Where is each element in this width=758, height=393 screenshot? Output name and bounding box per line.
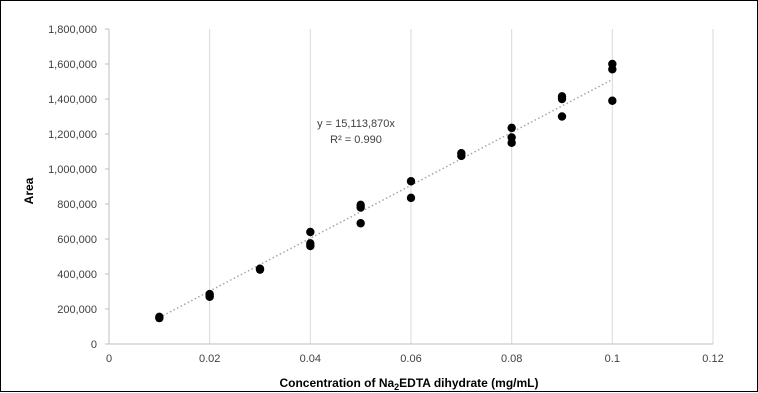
data-point xyxy=(507,138,516,147)
axes xyxy=(105,28,713,345)
x-tick-label: 0.12 xyxy=(702,353,723,365)
data-point xyxy=(507,123,516,133)
x-axis-title-part-2: EDTA dihydrate (mg/mL) xyxy=(399,376,538,390)
trendline xyxy=(158,78,613,319)
data-point xyxy=(457,151,466,161)
data-point xyxy=(306,241,315,251)
y-tick-label: 200,000 xyxy=(57,304,97,316)
data-point xyxy=(155,313,164,323)
y-tick-label: 1,200,000 xyxy=(48,129,97,141)
data-point xyxy=(608,65,617,74)
x-axis-title: Concentration of Na2EDTA dihydrate (mg/m… xyxy=(279,376,538,392)
data-points xyxy=(155,59,617,323)
data-point xyxy=(557,94,567,104)
y-tick-label: 0 xyxy=(91,339,97,351)
data-point xyxy=(356,219,365,228)
data-point xyxy=(406,193,416,203)
data-point xyxy=(356,203,365,212)
x-tick-label: 0.1 xyxy=(605,353,620,365)
x-tick-label: 0 xyxy=(106,353,112,365)
tick-labels: 0 200,000 400,000 600,000 800,000 1,000,000 1,… xyxy=(48,24,724,365)
y-tick-label: 1,600,000 xyxy=(48,59,97,71)
y-axis-title: Area xyxy=(22,177,36,204)
gridlines xyxy=(209,29,714,344)
x-axis-title-subscript: 2 xyxy=(394,382,399,392)
x-tick-label: 0.08 xyxy=(501,353,522,365)
y-tick-label: 800,000 xyxy=(57,199,97,211)
trendline-r-squared: R² = 0.990 xyxy=(330,134,382,146)
data-point xyxy=(306,227,315,237)
x-tick-label: 0.06 xyxy=(400,353,421,365)
data-point xyxy=(608,96,617,105)
data-point xyxy=(205,292,214,301)
y-tick-label: 1,400,000 xyxy=(48,94,97,106)
x-tick-label: 0.02 xyxy=(199,353,220,365)
data-point xyxy=(255,265,265,274)
y-tick-label: 400,000 xyxy=(57,269,97,281)
trendline-equation: y = 15,113,870x xyxy=(317,118,395,130)
x-axis-title-part-1: Concentration of Na xyxy=(279,376,394,390)
x-tick-label: 0.04 xyxy=(300,353,321,365)
trendline-layer xyxy=(158,78,613,319)
y-tick-label: 600,000 xyxy=(57,234,97,246)
data-point xyxy=(406,177,416,186)
y-tick-label: 1,800,000 xyxy=(48,24,97,36)
y-tick-label: 1,000,000 xyxy=(48,164,97,176)
data-point xyxy=(557,112,567,121)
